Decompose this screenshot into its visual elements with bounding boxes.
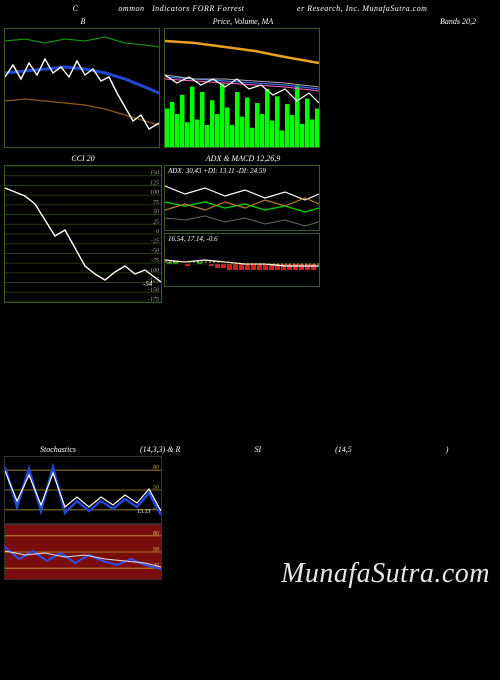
svg-text:125: 125 bbox=[150, 180, 159, 186]
spacer bbox=[0, 303, 500, 443]
watermark: MunafaSutra.com bbox=[281, 558, 490, 590]
panel-price: Price, Volume, MA bbox=[164, 15, 322, 148]
page-header: C ommon Indicators FORR Forrest er Resea… bbox=[0, 0, 500, 15]
panel-bands-label: Bands 20,2 bbox=[324, 15, 496, 148]
svg-text:80: 80 bbox=[153, 465, 159, 471]
hdr-c: Indicators FORR Forrest bbox=[152, 4, 245, 13]
adx-label: ADX: 30.43 +DI: 13.11 -DI: 24.59 bbox=[168, 167, 266, 175]
panel-stoch: 20508013.13 205080 bbox=[4, 456, 162, 580]
panel-cci: CCI 20 1751501251007550250-25-50-75-100-… bbox=[4, 152, 162, 303]
svg-text:-50: -50 bbox=[151, 248, 159, 254]
panel-adx-macd: ADX & MACD 12,26,9 ADX: 30.43 +DI: 13.11… bbox=[164, 152, 322, 303]
svg-text:100: 100 bbox=[150, 190, 159, 196]
stoch-t2: (14,3,3) & R bbox=[140, 445, 180, 454]
bands-title: Bands 20,2 bbox=[440, 17, 476, 26]
row-1: B Price, Volume, MA Bands 20,2 bbox=[0, 15, 500, 148]
hdr-b: ommon bbox=[118, 4, 144, 13]
price-title: Price, Volume, MA bbox=[213, 17, 273, 26]
price-chart bbox=[164, 28, 320, 148]
row-2: CCI 20 1751501251007550250-25-50-75-100-… bbox=[0, 152, 500, 303]
svg-text:50: 50 bbox=[153, 210, 159, 216]
stoch-t3: SI bbox=[254, 445, 261, 454]
macd-label: 16.54, 17.14, -0.6 bbox=[168, 235, 218, 243]
stoch-t4: (14,5 bbox=[335, 445, 352, 454]
row-3-titles: Stochastics (14,3,3) & R SI (14,5 ) bbox=[0, 443, 500, 456]
bb-chart bbox=[4, 28, 160, 148]
svg-text:0: 0 bbox=[156, 229, 159, 235]
svg-text:-175: -175 bbox=[148, 297, 159, 302]
svg-text:13.13: 13.13 bbox=[137, 509, 151, 515]
svg-text:25: 25 bbox=[153, 219, 159, 225]
svg-text:80: 80 bbox=[153, 531, 159, 537]
svg-text:75: 75 bbox=[153, 200, 159, 206]
stoch-chart: 20508013.13 bbox=[4, 456, 162, 524]
cci-title: CCI 20 bbox=[71, 154, 94, 163]
svg-text:175: 175 bbox=[150, 166, 159, 167]
svg-text:150: 150 bbox=[150, 171, 159, 177]
adx-chart: ADX: 30.43 +DI: 13.11 -DI: 24.59 bbox=[164, 165, 320, 231]
adx-title: ADX & MACD 12,26,9 bbox=[206, 154, 280, 163]
svg-text:50: 50 bbox=[153, 485, 159, 491]
stoch-t5: ) bbox=[446, 445, 449, 454]
cci-chart: 1751501251007550250-25-50-75-100-125-150… bbox=[4, 165, 162, 303]
svg-text:-25: -25 bbox=[151, 239, 159, 245]
svg-text:50: 50 bbox=[153, 547, 159, 553]
macd-chart: 16.54, 17.14, -0.6 bbox=[164, 233, 320, 287]
rsi-chart: 205080 bbox=[4, 524, 162, 580]
svg-text:-75: -75 bbox=[151, 258, 159, 264]
hdr-a: C bbox=[73, 4, 79, 13]
svg-text:-54: -54 bbox=[143, 280, 153, 288]
panel-bb: B bbox=[4, 15, 162, 148]
svg-text:-150: -150 bbox=[148, 287, 159, 293]
stoch-t1: Stochastics bbox=[40, 445, 76, 454]
bb-title: B bbox=[81, 17, 86, 26]
hdr-d: er Research, Inc. MunafaSutra.com bbox=[297, 4, 427, 13]
